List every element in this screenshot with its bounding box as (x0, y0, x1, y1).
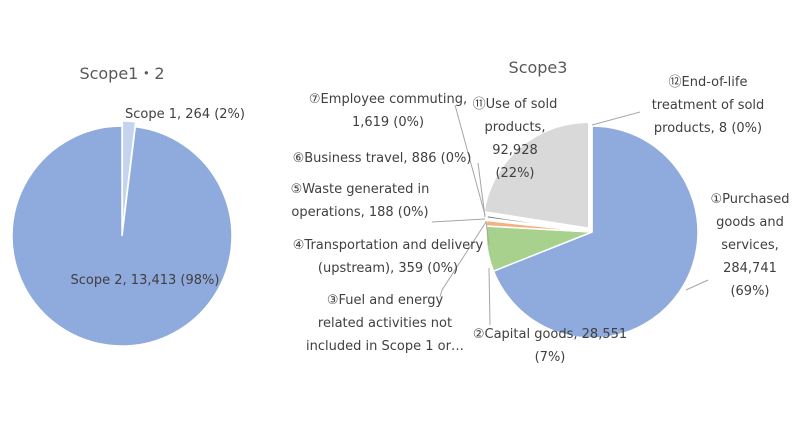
data-label-end-of-life-treatment-of-sold-products: ⑫End-of-life treatment of sold products, 8… (652, 75, 765, 136)
data-label-fuel-and-energy-related-activities-not-included-in-scope-1-or: ③Fuel and energy related activities not in… (306, 293, 464, 354)
pie-chart-2: Scope3 ①Purchased goods and services, 284,74… (291, 58, 790, 365)
leader-line (439, 221, 487, 298)
leader-line (488, 267, 491, 326)
data-label-business-travel: ⑥Business travel, 886 (0%) (293, 151, 472, 166)
data-label-scope-1: Scope 1, 264 (2%) (125, 107, 245, 122)
leader-line (485, 220, 490, 246)
leader-line (454, 104, 486, 216)
leader-line (431, 218, 486, 223)
pie-slice-scope-2 (11, 125, 233, 347)
chart-title: Scope3 (509, 58, 568, 77)
data-label-employee-commuting: ⑦Employee commuting, 1,619 (0%) (309, 92, 467, 130)
data-label-transportation-and-delivery-upstream: ④Transportation and delivery (upstream), … (293, 238, 484, 276)
data-label-purchased-goods-and-services: ①Purchased goods and services, 284,741 (69%) (711, 192, 790, 299)
chart-title: Scope1・2 (79, 64, 164, 83)
pie-slice-employee-commuting (486, 214, 593, 233)
data-label-waste-generated-in-operations: ⑤Waste generated in operations, 188 (0%) (291, 182, 430, 220)
pie-slice-use-of-sold-products (483, 121, 590, 230)
data-label-use-of-sold-products: ⑪Use of sold products, 92,928 (22%) (473, 97, 558, 181)
pie-slice-purchased-goods-and-services (492, 125, 699, 339)
leader-line (477, 162, 486, 218)
pie-chart-1: Scope1・2 Scope 1, 264 (2%) Scope 2, 13,413… (11, 64, 245, 347)
leader-line (685, 279, 709, 291)
leader-line (591, 111, 641, 126)
data-label-scope-2: Scope 2, 13,413 (98%) (71, 273, 220, 288)
data-label-capital-goods: ②Capital goods, 28,551 (7%) (473, 327, 627, 365)
